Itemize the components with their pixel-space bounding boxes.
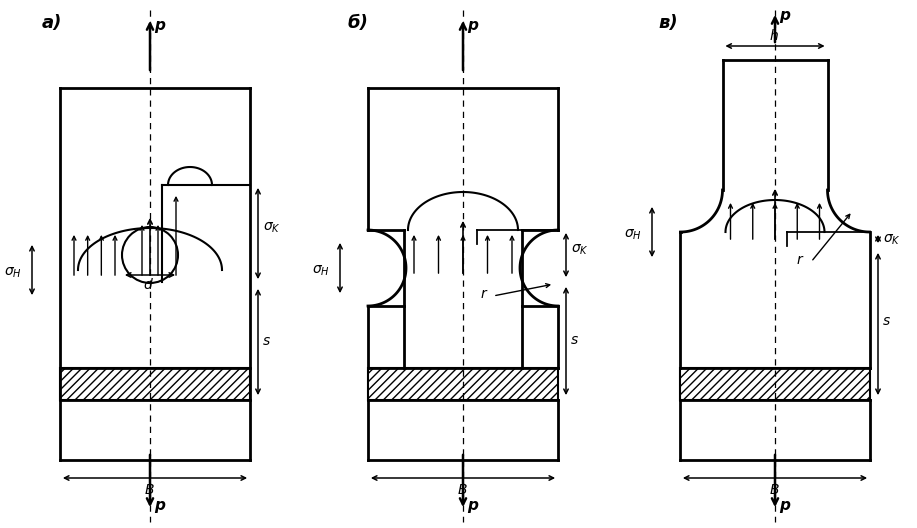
Bar — [368, 368, 558, 400]
Text: p: p — [779, 8, 790, 23]
Text: p: p — [467, 498, 478, 513]
Text: B: B — [458, 483, 468, 497]
Text: p: p — [154, 498, 165, 513]
Text: $\sigma_H$: $\sigma_H$ — [4, 266, 22, 280]
Text: p: p — [779, 498, 790, 513]
Text: s: s — [571, 333, 579, 347]
Text: B: B — [770, 483, 779, 497]
Text: в): в) — [658, 14, 678, 32]
Text: б): б) — [348, 14, 369, 32]
Text: $\sigma_K$: $\sigma_K$ — [263, 221, 281, 235]
Text: B: B — [145, 483, 154, 497]
Text: r: r — [797, 253, 802, 267]
Text: $\sigma_H$: $\sigma_H$ — [624, 228, 642, 242]
Text: $\sigma_H$: $\sigma_H$ — [312, 264, 330, 278]
Bar — [60, 368, 250, 400]
Text: p: p — [154, 18, 165, 33]
Text: $\sigma_K$: $\sigma_K$ — [883, 233, 900, 248]
Text: p: p — [467, 18, 478, 33]
Text: s: s — [883, 314, 890, 328]
Text: r: r — [481, 287, 487, 301]
Text: а): а) — [42, 14, 62, 32]
Text: $\sigma_K$: $\sigma_K$ — [571, 243, 589, 257]
Text: h: h — [770, 29, 779, 43]
Text: d: d — [143, 278, 151, 292]
Bar — [680, 368, 870, 400]
Text: s: s — [263, 334, 271, 348]
